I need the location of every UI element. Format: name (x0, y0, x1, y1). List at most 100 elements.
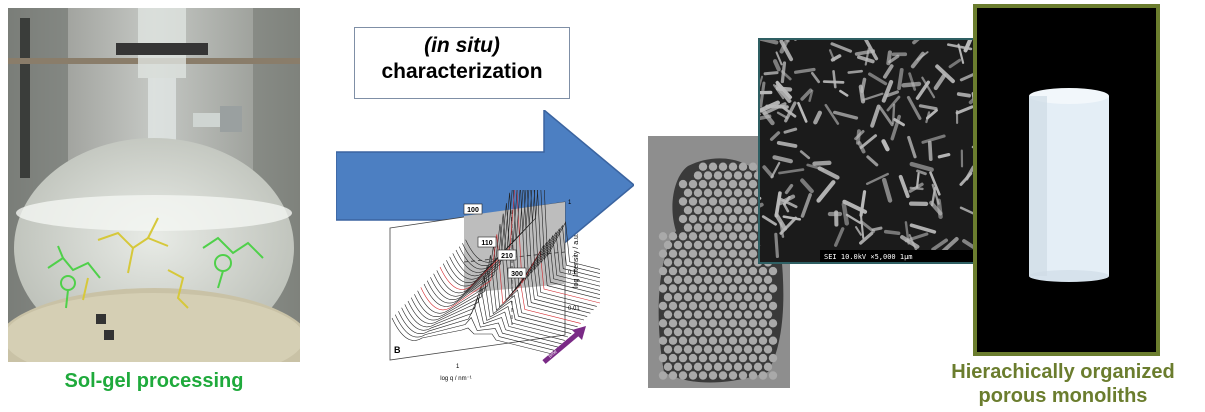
tem-pore (668, 266, 678, 276)
tem-pore (708, 284, 718, 293)
waterfall-curve (465, 190, 600, 270)
sem-strut (921, 76, 936, 99)
tem-pore (663, 345, 673, 354)
sem-strut (907, 135, 917, 159)
waterfall-curve (407, 275, 569, 338)
tem-pore (678, 353, 688, 363)
y-axis-label: log Intensity / a.u. (573, 233, 580, 288)
sem-strut (780, 61, 787, 84)
sem-strut (897, 67, 904, 91)
sem-strut (774, 212, 788, 231)
tem-pore (713, 240, 723, 250)
sem-strut (918, 104, 938, 111)
tem-pore (743, 223, 753, 232)
tem-pore (748, 197, 758, 206)
sem-strut (760, 107, 775, 126)
tem-pore (733, 345, 743, 354)
in-situ-label: (in situ) (424, 34, 500, 57)
tem-pore (728, 284, 738, 293)
waterfall-curve (414, 255, 575, 331)
tem-pore (678, 249, 688, 258)
sem-strut (847, 69, 863, 74)
tem-pore (718, 301, 728, 311)
sem-strut (783, 127, 798, 134)
tem-pore (733, 310, 743, 319)
sem-strut (774, 191, 782, 218)
sol-gel-flask-photo (8, 8, 300, 362)
tem-pore (738, 319, 748, 328)
tem-pore (728, 319, 738, 328)
saxs-waterfall-plot: 100 110 210 300 B 1 log q / nm⁻¹ log Int… (389, 190, 600, 382)
tem-pore (758, 301, 768, 311)
tem-pore (688, 371, 698, 380)
sem-strut (769, 131, 781, 141)
tem-pore (713, 171, 723, 180)
sem-strut (959, 172, 973, 186)
sem-strut (891, 103, 896, 125)
tem-pore (713, 258, 723, 267)
tem-pore (733, 188, 743, 197)
tem-pore (693, 188, 703, 197)
tem-pore (718, 371, 728, 380)
tem-pore (698, 249, 708, 258)
tem-pore (663, 258, 673, 267)
tem-pore (723, 171, 733, 180)
sem-strut (871, 226, 883, 232)
tem-pore (703, 293, 713, 302)
sem-strut (858, 84, 866, 104)
tem-pore (713, 188, 723, 197)
sem-info-bar: SEI 10.0kV ×5,000 1μm (824, 253, 913, 261)
tem-pore (733, 171, 743, 180)
tem-pore (703, 310, 713, 319)
tem-pore (688, 319, 698, 328)
tem-pore (743, 293, 753, 302)
tem-pore (728, 336, 738, 345)
tem-pore (698, 232, 708, 241)
tem-pore (748, 371, 758, 380)
tem-pore (713, 327, 723, 337)
tem-pore (688, 266, 698, 276)
tem-pore (763, 327, 773, 337)
tem-pore (673, 293, 683, 302)
tem-pore (678, 284, 688, 293)
tem-pore (738, 301, 748, 311)
sem-strut (816, 180, 836, 203)
tem-pore (693, 310, 703, 319)
tem-pore (738, 197, 748, 206)
sem-strut (901, 81, 922, 88)
sem-strut (916, 169, 927, 176)
tem-pore (693, 240, 703, 250)
tem-pore (698, 266, 708, 276)
tem-pore (743, 240, 753, 250)
sem-strut (883, 64, 894, 79)
tem-pore (723, 275, 733, 284)
tem-pore (738, 179, 748, 189)
sem-strut (908, 72, 917, 91)
tem-pore (673, 275, 683, 284)
tem-pore (693, 223, 703, 232)
tem-pore (768, 353, 778, 363)
tem-pore (758, 353, 768, 363)
tem-pore (678, 266, 688, 276)
tem-pore (708, 319, 718, 328)
tem-pore (718, 336, 728, 345)
sem-strut (834, 227, 845, 247)
sem-strut (775, 86, 793, 92)
tem-pore (698, 179, 708, 189)
tem-pore (718, 162, 728, 171)
tem-pore (713, 362, 723, 371)
sem-strut (929, 200, 943, 216)
waterfall-curve (401, 295, 562, 345)
sol-gel-caption: Sol-gel processing (64, 370, 244, 392)
tem-pore (688, 232, 698, 241)
sem-strut (881, 177, 893, 203)
characterization-label: characterization (381, 60, 543, 83)
sem-strut (775, 51, 783, 66)
tem-pore (728, 214, 738, 224)
tem-pore (683, 293, 693, 302)
tem-pore (743, 275, 753, 284)
tem-pore (678, 179, 688, 189)
sem-strut (886, 95, 901, 112)
tem-pore (768, 336, 778, 345)
tem-pore (728, 179, 738, 189)
